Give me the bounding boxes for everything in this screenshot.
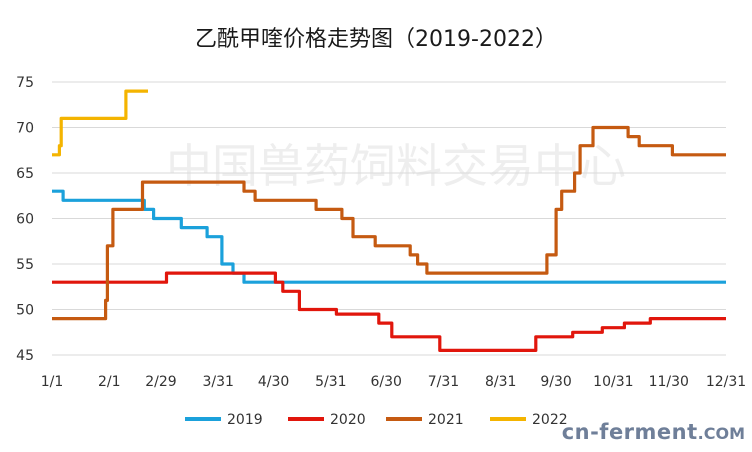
x-tick-label: 10/31 — [593, 374, 633, 390]
x-tick-label: 5/31 — [315, 374, 346, 390]
series-line-2020 — [52, 271, 726, 352]
x-tick-label: 11/30 — [649, 374, 689, 390]
x-tick-label: 8/31 — [485, 374, 516, 390]
watermark: 中国兽药饲料交易中心 — [166, 139, 626, 193]
x-tick-label: 9/30 — [540, 374, 571, 390]
y-tick-label: 60 — [16, 212, 34, 228]
x-axis-ticks: 1/1 2/1 2/29 3/31 4/30 5/31 6/30 7/31 8/31 9/30 10… — [41, 374, 746, 390]
y-tick-label: 45 — [16, 348, 34, 364]
y-axis-ticks: 45 50 55 60 65 70 75 — [16, 75, 34, 364]
legend-label-2020: 2020 — [330, 412, 366, 428]
legend-label-2021: 2021 — [428, 412, 464, 428]
y-tick-label: 70 — [16, 121, 34, 137]
series-line-2019 — [52, 189, 726, 284]
x-tick-label: 3/31 — [202, 374, 233, 390]
legend: 2019 2020 2021 2022 — [185, 412, 568, 428]
y-tick-label: 75 — [16, 75, 34, 91]
x-tick-label: 2/1 — [98, 374, 121, 390]
series-line-2021 — [52, 125, 726, 321]
x-tick-label: 7/31 — [428, 374, 459, 390]
legend-label-2019: 2019 — [227, 412, 263, 428]
x-tick-label: 4/30 — [258, 374, 289, 390]
chart-title: 乙酰甲喹价格走势图（2019-2022） — [195, 27, 557, 52]
series-lines — [52, 89, 726, 352]
legend-label-2022: 2022 — [532, 412, 568, 428]
brand-main-text: cn-ferment — [562, 420, 698, 444]
y-tick-label: 65 — [16, 166, 34, 182]
x-tick-label: 2/29 — [145, 374, 176, 390]
brand-suffix-text: .COM — [698, 424, 745, 443]
series-line-2022 — [52, 89, 148, 157]
x-tick-label: 12/31 — [706, 374, 746, 390]
y-tick-label: 55 — [16, 257, 34, 273]
svg-text:cn-ferment.COM: cn-ferment.COM — [562, 420, 745, 444]
watermark-text: 中国兽药饲料交易中心 — [166, 139, 626, 193]
y-tick-label: 50 — [16, 303, 34, 319]
x-tick-label: 1/1 — [41, 374, 64, 390]
brand-logo: cn-ferment.COM — [562, 420, 745, 444]
x-tick-label: 6/30 — [371, 374, 402, 390]
